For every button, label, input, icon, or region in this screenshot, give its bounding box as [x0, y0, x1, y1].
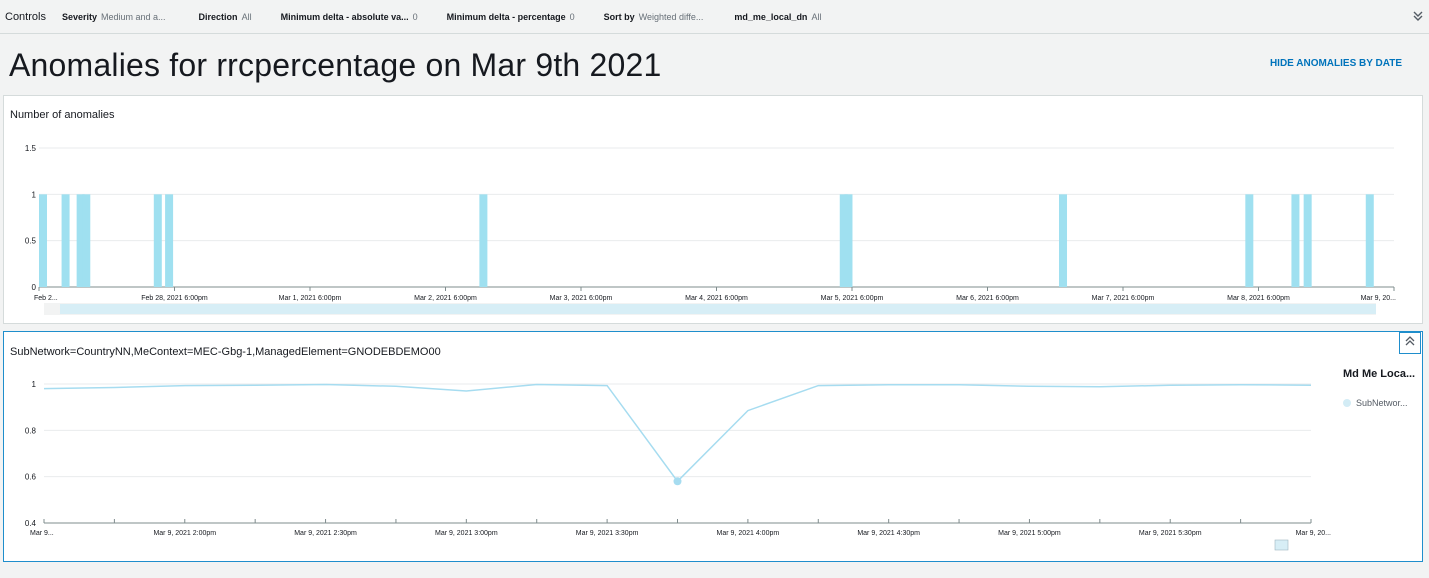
x-tick-label: Mar 8, 2021 6:00pm: [1227, 295, 1290, 302]
x-tick-label: Mar 7, 2021 6:00pm: [1092, 295, 1155, 302]
chevron-double-down-icon[interactable]: [1413, 10, 1423, 25]
x-tick-label: Mar 9, 2021 2:00pm: [153, 530, 216, 537]
control-label: Sort by: [603, 11, 635, 22]
y-tick-label: 1: [32, 190, 37, 199]
x-tick-label: Mar 5, 2021 6:00pm: [821, 295, 884, 302]
x-tick-label: Mar 9, 20...: [1296, 530, 1331, 537]
controls-bar: Controls Severity Medium and a... Direct…: [0, 0, 1429, 34]
control-severity[interactable]: Severity Medium and a...: [62, 12, 166, 22]
controls-title: Controls: [5, 10, 46, 23]
anomaly-bar: [153, 194, 162, 287]
control-value: All: [811, 11, 822, 22]
legend-swatch: [1343, 399, 1351, 407]
chart-title: Number of anomalies: [10, 109, 115, 121]
control-direction[interactable]: Direction All: [199, 12, 252, 22]
anomaly-bar: [1365, 194, 1374, 287]
x-tick-label: Mar 6, 2021 6:00pm: [956, 295, 1019, 302]
element-metric-chart: 0.4 0.6 0.8 1 Mar 9... Mar 9, 2021 2:00pm Mar …: [25, 380, 1331, 551]
collapse-button[interactable]: [1399, 332, 1421, 354]
range-selector: [60, 304, 1376, 314]
anomaly-bar: [39, 194, 47, 287]
anomaly-bar: [479, 194, 488, 287]
x-tick-label: Feb 2...: [34, 295, 58, 302]
element-metric-panel: SubNetwork=CountryNN,MeContext=MEC-Gbg-1…: [3, 331, 1423, 562]
x-tick-label: Feb 28, 2021 6:00pm: [141, 295, 208, 302]
anomaly-bar: [165, 194, 174, 287]
anomaly-count-panel: Number of anomalies 0 0.5 1 1.5 Feb 2... Feb …: [3, 95, 1423, 324]
legend-title: Md Me Loca...: [1343, 368, 1416, 380]
control-md-me-local-dn[interactable]: md_me_local_dn All: [734, 12, 821, 22]
y-tick-label: 0.8: [25, 426, 37, 435]
control-value: 0: [412, 11, 418, 22]
control-min-delta-percentage[interactable]: Minimum delta - percentage 0: [447, 12, 575, 22]
control-value: Weighted diffe...: [638, 11, 704, 22]
x-tick-label: Mar 9, 20...: [1361, 295, 1396, 302]
anomaly-bar: [1303, 194, 1312, 287]
legend-label: SubNetwor...: [1356, 398, 1408, 408]
legend-item[interactable]: SubNetwor...: [1343, 398, 1408, 408]
chart-title: SubNetwork=CountryNN,MeContext=MEC-Gbg-1…: [10, 346, 441, 358]
control-label: Direction: [198, 11, 238, 22]
x-tick-label: Mar 2, 2021 6:00pm: [414, 295, 477, 302]
x-tick-label: Mar 9, 2021 4:30pm: [857, 530, 920, 537]
control-label: Severity: [61, 11, 97, 22]
x-tick-label: Mar 9, 2021 3:00pm: [435, 530, 498, 537]
x-tick-label: Mar 9...: [30, 530, 54, 537]
anomaly-bar: [76, 194, 85, 287]
x-tick-label: Mar 9, 2021 5:30pm: [1139, 530, 1202, 537]
range-handle: [1274, 539, 1289, 551]
control-value: All: [241, 11, 252, 22]
anomaly-bar: [1059, 194, 1068, 287]
control-label: Minimum delta - percentage: [446, 11, 566, 22]
y-tick-label: 1: [32, 380, 37, 389]
chevron-double-up-icon: [1404, 334, 1416, 352]
y-tick-label: 0.4: [25, 519, 37, 528]
x-tick-label: Mar 1, 2021 6:00pm: [279, 295, 342, 302]
hide-anomalies-by-date-link[interactable]: HIDE ANOMALIES BY DATE: [1269, 58, 1402, 69]
x-tick-label: Mar 4, 2021 6:00pm: [685, 295, 748, 302]
x-tick-label: Mar 9, 2021 2:30pm: [294, 530, 357, 537]
control-label: Minimum delta - absolute va...: [280, 11, 409, 22]
anomaly-bar: [1291, 194, 1300, 287]
x-tick-label: Mar 9, 2021 3:30pm: [576, 530, 639, 537]
y-tick-label: 0.5: [25, 237, 37, 246]
y-tick-label: 1.5: [25, 144, 37, 153]
page-title: Anomalies for rrcpercentage on Mar 9th 2…: [9, 47, 662, 83]
x-tick-label: Mar 9, 2021 5:00pm: [998, 530, 1061, 537]
series-line: [43, 383, 1312, 483]
y-tick-label: 0.6: [25, 473, 37, 482]
control-label: md_me_local_dn: [734, 11, 808, 22]
anomaly-bar: [844, 194, 853, 287]
y-tick-label: 0: [32, 283, 37, 292]
anomaly-bar: [82, 194, 91, 287]
control-sort-by[interactable]: Sort by Weighted diffe...: [604, 12, 704, 22]
x-tick-label: Mar 3, 2021 6:00pm: [550, 295, 613, 302]
anomaly-bar: [61, 194, 70, 287]
anomaly-bar: [1245, 194, 1254, 287]
control-min-delta-absolute[interactable]: Minimum delta - absolute va... 0: [281, 12, 418, 22]
control-value: Medium and a...: [101, 11, 166, 22]
anomaly-count-chart: 0 0.5 1 1.5 Feb 2... Feb 28, 2021 6:00pm Mar 1…: [25, 144, 1396, 315]
x-tick-label: Mar 9, 2021 4:00pm: [717, 530, 780, 537]
anomaly-bar: [839, 194, 848, 287]
anomaly-point: [673, 477, 682, 486]
control-value: 0: [569, 11, 575, 22]
